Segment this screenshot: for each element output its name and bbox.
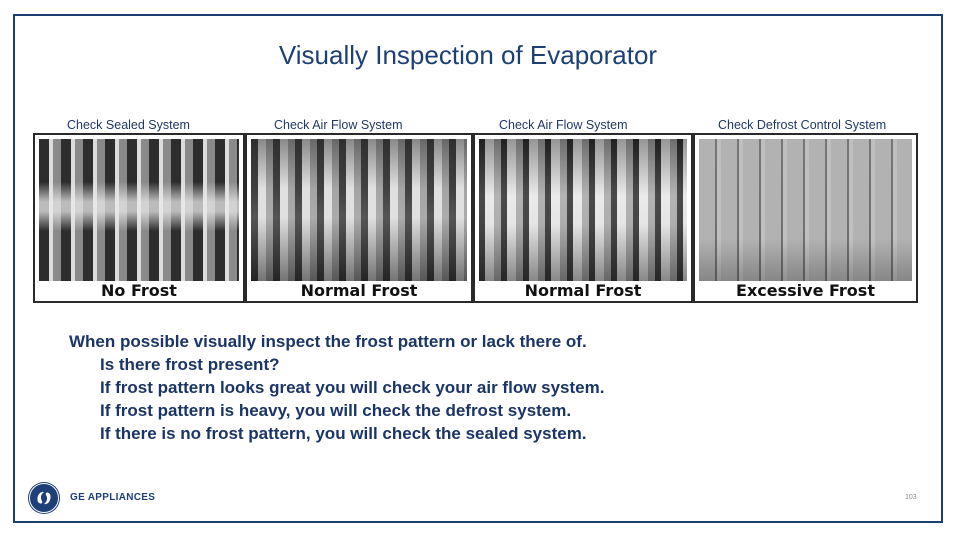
photo-normal-frost-1 (251, 139, 467, 281)
photo-label-normal-frost-1: Normal Frost (247, 281, 471, 301)
caption-air-flow-2: Check Air Flow System (499, 118, 628, 132)
ge-monogram-icon (28, 482, 60, 514)
brand-name: GE APPLIANCES (70, 492, 156, 503)
notes-item: Is there frost present? (100, 355, 280, 374)
caption-air-flow-1: Check Air Flow System (274, 118, 403, 132)
page-number: 103 (905, 494, 917, 501)
notes-item: If frost pattern looks great you will ch… (100, 378, 605, 397)
evaporator-photo-normal-frost-2: Normal Frost (473, 133, 693, 303)
evaporator-photo-normal-frost-1: Normal Frost (245, 133, 473, 303)
slide-frame: Visually Inspection of Evaporator Check … (13, 14, 943, 523)
notes-item: If there is no frost pattern, you will c… (100, 424, 587, 443)
evaporator-photo-excessive-frost: Excessive Frost (693, 133, 918, 303)
photo-excessive-frost (699, 139, 912, 281)
evaporator-photo-no-frost: No Frost (33, 133, 245, 303)
inspection-notes: When possible visually inspect the frost… (69, 330, 604, 445)
photo-label-no-frost: No Frost (35, 281, 243, 301)
notes-item: If frost pattern is heavy, you will chec… (100, 401, 572, 420)
caption-defrost-control: Check Defrost Control System (718, 118, 887, 132)
notes-lead: When possible visually inspect the frost… (69, 332, 587, 351)
photo-label-excessive-frost: Excessive Frost (695, 281, 916, 301)
photo-normal-frost-2 (479, 139, 687, 281)
photo-no-frost (39, 139, 239, 281)
photo-label-normal-frost-2: Normal Frost (475, 281, 691, 301)
slide-title: Visually Inspection of Evaporator (278, 40, 658, 70)
caption-sealed-system: Check Sealed System (67, 118, 190, 132)
